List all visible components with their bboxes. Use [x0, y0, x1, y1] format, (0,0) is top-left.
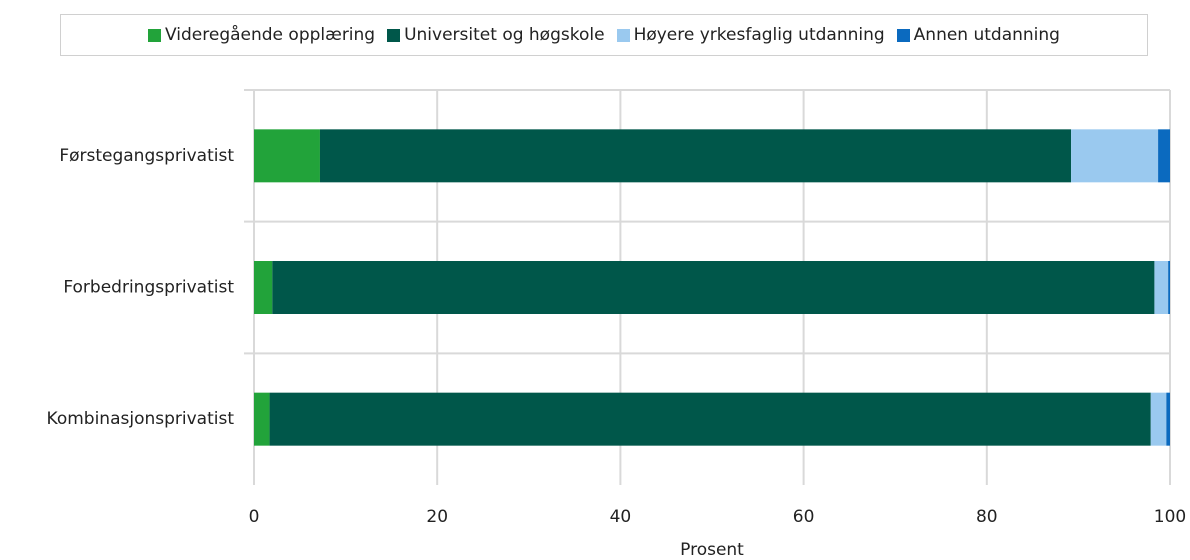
legend-swatch	[148, 28, 162, 42]
legend-swatch	[896, 28, 910, 42]
legend-label: Annen utdanning	[913, 25, 1060, 45]
bar-segment	[254, 261, 273, 314]
bar-segment	[1154, 261, 1169, 314]
x-tick-label: 20	[426, 507, 448, 527]
legend-item: Universitet og høgskole	[387, 25, 605, 45]
legend-label: Høyere yrkesfaglig utdanning	[633, 25, 885, 45]
bar-segment	[272, 261, 1155, 314]
y-tick-label: Kombinasjonsprivatist	[47, 409, 235, 429]
bar-segment	[1158, 129, 1170, 183]
y-tick-label: Førstegangsprivatist	[59, 146, 234, 166]
x-tick-label: 0	[249, 507, 260, 527]
legend-item: Høyere yrkesfaglig utdanning	[616, 25, 885, 45]
bar-segment	[254, 129, 320, 183]
legend-swatch	[387, 28, 401, 42]
legend-swatch	[616, 28, 630, 42]
legend-item: Annen utdanning	[896, 25, 1060, 45]
legend-label: Universitet og høgskole	[404, 25, 605, 45]
x-tick-label: 100	[1154, 507, 1186, 527]
legend-item: Videregående opplæring	[148, 25, 375, 45]
x-tick-label: 40	[610, 507, 632, 527]
legend-label: Videregående opplæring	[165, 25, 376, 45]
bar-segment	[254, 392, 270, 446]
legend: Videregående opplæring Universitet og høg…	[60, 14, 1148, 56]
x-tick-label: 60	[793, 507, 815, 527]
bar-segment	[1150, 392, 1167, 446]
bar-segment	[1166, 392, 1170, 446]
x-tick-label: 80	[976, 507, 998, 527]
x-axis-label: Prosent	[680, 540, 744, 560]
bar-segment	[1168, 261, 1170, 314]
y-tick-label: Forbedringsprivatist	[63, 278, 234, 298]
bar-segment	[319, 129, 1072, 183]
bar-segment	[1071, 129, 1159, 183]
bar-segment	[269, 392, 1151, 446]
